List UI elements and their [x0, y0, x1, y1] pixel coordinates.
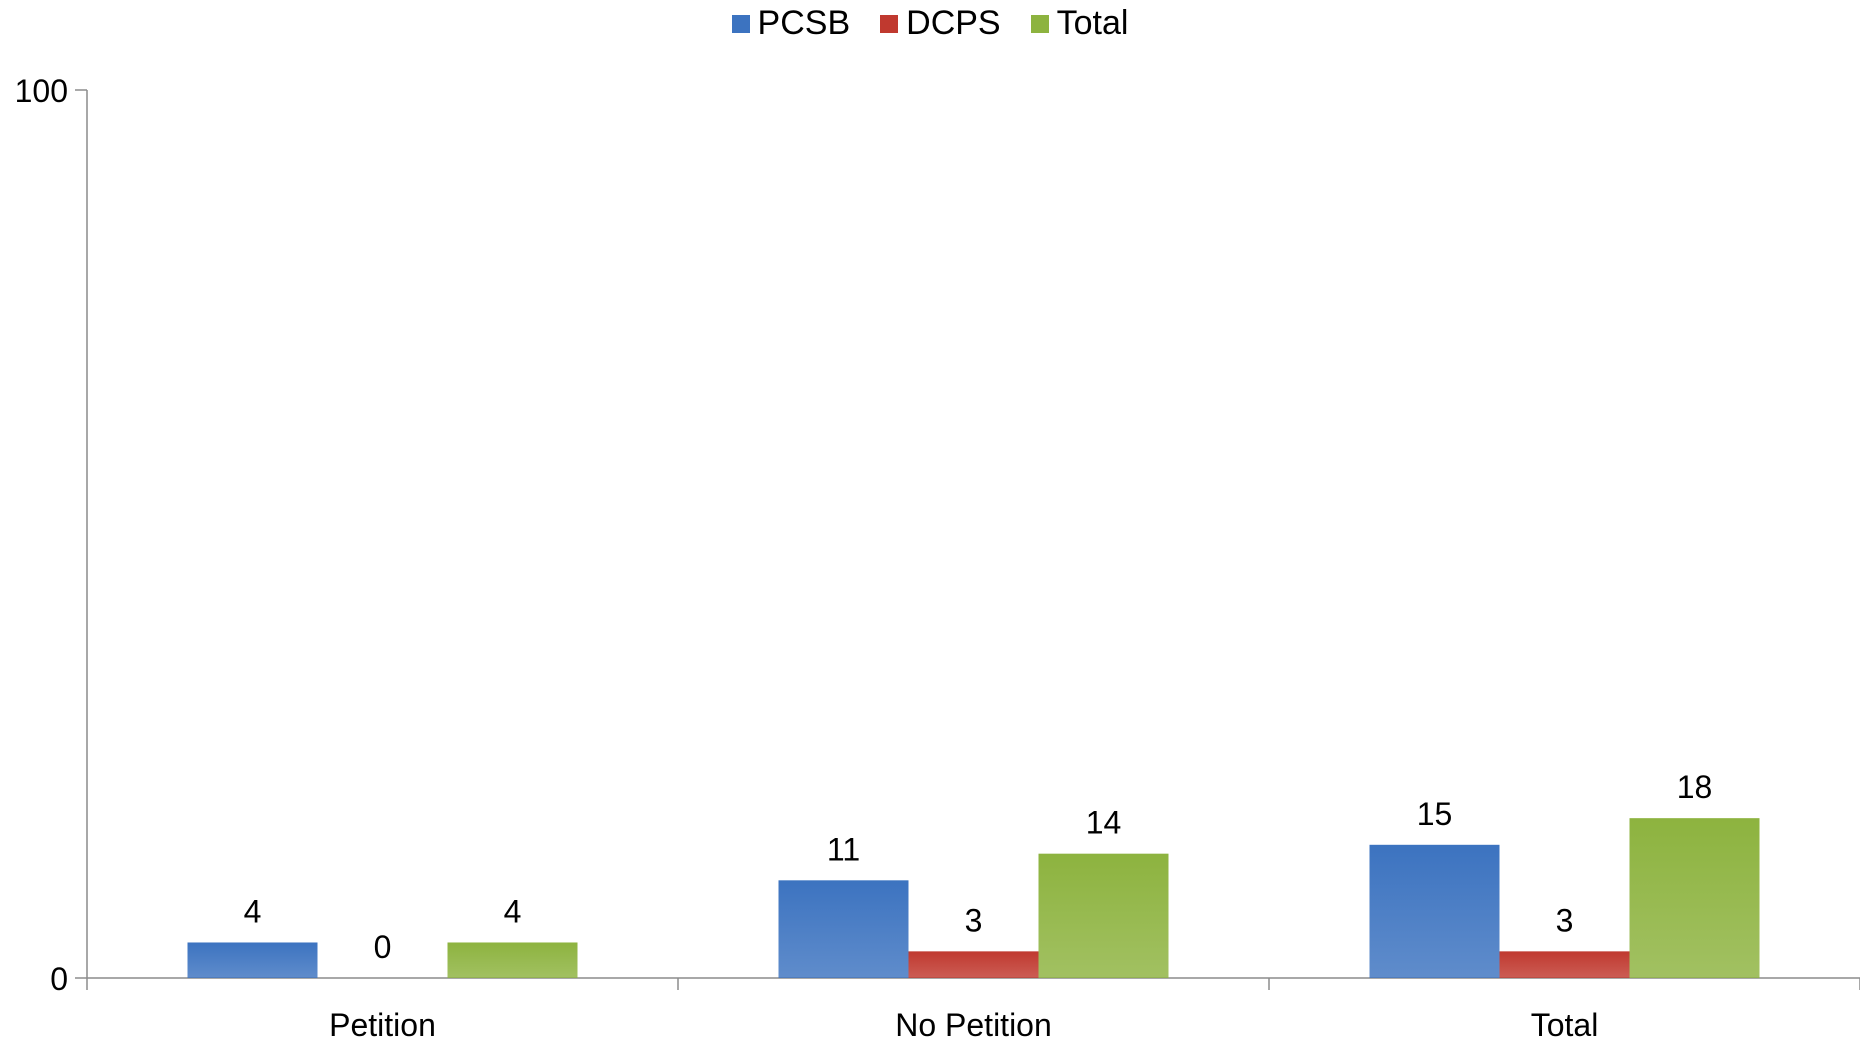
- x-tick-label: Total: [1531, 1007, 1599, 1043]
- bar-dcps-no-petition: [908, 951, 1039, 978]
- data-label: 15: [1417, 796, 1453, 832]
- data-label: 11: [827, 831, 860, 867]
- legend-item-dcps: DCPS: [880, 4, 1001, 43]
- bar-total-no-petition: [1038, 853, 1169, 978]
- legend-swatch: [880, 14, 899, 33]
- data-label: 14: [1086, 805, 1122, 841]
- legend-label: DCPS: [906, 4, 1001, 42]
- bar-pcsb-total: [1369, 844, 1500, 978]
- legend-label: Total: [1056, 4, 1129, 42]
- data-label: 3: [1556, 902, 1574, 938]
- bar-pcsb-petition: [187, 942, 318, 978]
- data-label: 4: [244, 893, 262, 929]
- y-tick-label: 100: [15, 73, 68, 109]
- bar-total-total: [1629, 818, 1760, 978]
- chart-legend: PCSB DCPS Total: [0, 4, 1860, 43]
- y-tick-label: 0: [50, 961, 68, 997]
- data-label: 18: [1677, 769, 1713, 805]
- legend-item-pcsb: PCSB: [731, 4, 851, 43]
- data-label: 3: [965, 902, 983, 938]
- legend-swatch: [1030, 14, 1049, 33]
- data-label: 0: [374, 929, 392, 965]
- x-tick-label: Petition: [329, 1007, 436, 1043]
- x-tick-label: No Petition: [895, 1007, 1052, 1043]
- data-label: 4: [504, 893, 522, 929]
- bar-pcsb-no-petition: [778, 880, 909, 978]
- legend-swatch: [731, 14, 750, 33]
- bar-dcps-total: [1499, 951, 1630, 978]
- bar-total-petition: [447, 942, 578, 978]
- legend-label: PCSB: [757, 4, 851, 42]
- legend-item-total: Total: [1030, 4, 1129, 43]
